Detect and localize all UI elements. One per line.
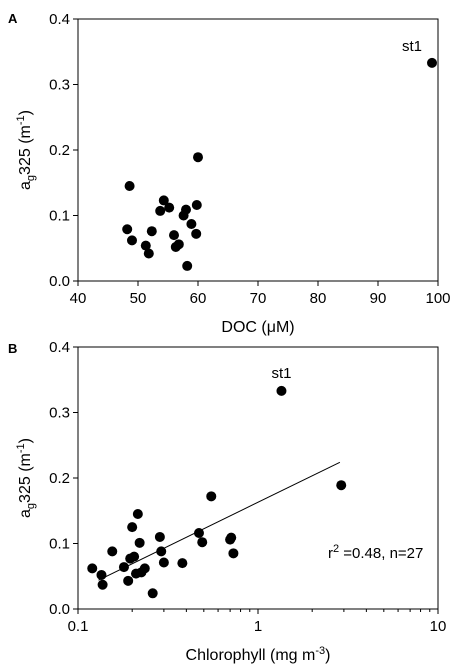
panel-a: A 0.0 0.1 0.2 0.3 0.4 40 50 60 70 80 90 100 ag325 …: [8, 11, 451, 336]
panel-a-data-point: [427, 57, 437, 68]
panel-a-data-point: [124, 181, 135, 192]
panel-b-data-point: [336, 480, 347, 491]
panel-a-data-point: [182, 260, 193, 271]
panel-b-data-point: [156, 546, 167, 557]
panel-b-plot-frame: [77, 346, 439, 610]
panel-b-data-point: [96, 569, 107, 580]
panel-a-data-point: [140, 240, 151, 251]
panel-b-data-point: [107, 546, 118, 557]
panel-b-y-tick-label: 0.2: [49, 470, 70, 487]
panel-a-data-point: [181, 204, 191, 215]
panel-a-data-point: [146, 226, 157, 237]
panel-a-letter: A: [8, 11, 18, 26]
panel-a-x-tick-label: 100: [425, 290, 450, 307]
panel-b-data-point: [127, 522, 138, 533]
panel-a-data-point: [158, 195, 169, 206]
panel-a-data-point: [193, 152, 203, 163]
panel-a-y-axis: 0.0 0.1 0.2 0.3 0.4: [49, 11, 78, 290]
panel-a-x-axis-label: DOC (μM): [221, 319, 294, 336]
panel-b-data-point: [226, 532, 237, 543]
panel-b-y-axis-label: ag325 (m-1): [15, 438, 37, 518]
panel-a-y-axis-label: ag325 (m-1): [15, 110, 37, 190]
panel-b-y-tick-label: 0.0: [49, 601, 70, 618]
panel-a-data-point: [127, 235, 137, 246]
panel-b-y-axis: 0.0 0.1 0.2 0.3 0.4: [49, 339, 78, 618]
panel-a-y-tick-label: 0.3: [49, 77, 70, 94]
panel-a-y-tick-label: 0.4: [49, 11, 70, 28]
panel-a-y-tick-label: 0.1: [49, 208, 70, 225]
panel-b-x-tick-label: 0.1: [68, 618, 89, 635]
panel-b-data-point: [97, 579, 108, 590]
panel-b-data-point: [132, 509, 143, 520]
panel-a-x-tick-label: 80: [310, 290, 327, 307]
panel-b-stats-label: r2 =0.48, n=27: [328, 543, 423, 562]
panel-a-data-point: [164, 202, 175, 213]
panel-b-x-tick-label: 1: [254, 618, 262, 635]
panel-b-data-point: [197, 537, 208, 548]
panel-b-data-point: [134, 537, 145, 548]
panel-a-data-point: [191, 228, 202, 239]
panel-b-x-axis: 0.1 1 10: [68, 609, 447, 635]
panel-b-x-tick-label: 10: [430, 618, 447, 635]
panel-a-data-point: [173, 239, 184, 250]
panel-b-data-point: [228, 548, 239, 559]
panel-a-y-tick-label: 0.2: [49, 142, 70, 159]
panel-b-data-point: [276, 385, 287, 396]
panel-b-data-point: [206, 491, 217, 502]
panel-b-st1-label: st1: [271, 365, 291, 382]
panel-b-data-point: [139, 563, 150, 574]
panel-b-data-point: [177, 558, 188, 569]
panel-b-y-tick-label: 0.4: [49, 339, 70, 356]
panel-a-data-point: [186, 219, 197, 230]
panel-b-data-point: [158, 557, 169, 568]
panel-a-x-tick-label: 60: [190, 290, 207, 307]
panel-a-data-point: [143, 248, 154, 259]
panel-a-y-tick-label: 0.0: [49, 273, 70, 290]
panel-b-data-point: [154, 531, 165, 542]
panel-b-data-point: [193, 528, 204, 539]
panel-b-letter: B: [8, 341, 17, 356]
panel-b: B 0.00.10.20.30.4 0.1 1 10 ag325 (m-1) Chl…: [8, 339, 446, 664]
panel-a-data-point: [122, 224, 133, 235]
panel-a-x-axis: 40 50 60 70 80 90 100: [70, 281, 451, 307]
panel-b-data-point: [123, 575, 134, 586]
panel-b-regression-line: [98, 461, 341, 581]
panel-a-x-tick-label: 90: [370, 290, 387, 307]
panel-a-x-tick-label: 50: [130, 290, 147, 307]
panel-a-data-point: [191, 200, 202, 211]
panel-b-x-axis-label: Chlorophyll (mg m-3): [186, 645, 331, 664]
panel-a-st1-label: st1: [402, 38, 422, 55]
panel-b-y-tick-label: 0.1: [49, 536, 70, 553]
panel-a-x-tick-label: 70: [250, 290, 267, 307]
panel-b-points: [87, 385, 347, 599]
panel-b-data-point: [147, 588, 158, 599]
panel-b-data-point: [129, 551, 140, 562]
panel-a-points: [122, 57, 437, 271]
panel-a-data-point: [169, 230, 179, 241]
panel-b-y-tick-label: 0.3: [49, 405, 70, 422]
panel-b-data-point: [118, 562, 129, 573]
panel-b-data-point: [87, 563, 98, 574]
panel-a-x-tick-label: 40: [70, 290, 87, 307]
panel-a-data-point: [155, 205, 166, 216]
